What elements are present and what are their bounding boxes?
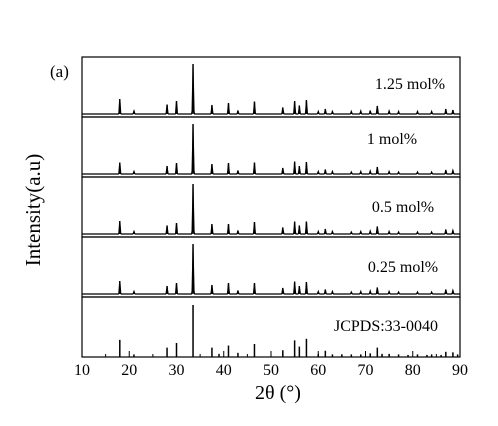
- x-tick-label: 50: [263, 362, 279, 379]
- x-tick-label: 70: [358, 362, 374, 379]
- x-tick-label: 40: [216, 362, 232, 379]
- x-tick-label: 80: [405, 362, 421, 379]
- panel-1: 1 mol%: [81, 116, 461, 178]
- x-axis-title: 2θ (°): [255, 382, 301, 404]
- panel-2: 0.5 mol%: [81, 176, 461, 238]
- series-label: 1.25 mol%: [375, 76, 445, 93]
- x-tick-label: 20: [121, 362, 137, 379]
- x-tick-labels: 10 20 30 40 50 60 70 80 90: [74, 362, 468, 379]
- x-tick-label: 90: [452, 362, 468, 379]
- panels: 1.25 mol% 1 mol% 0.5 mol% 0.25 mol% JCPDS:33…: [81, 56, 461, 358]
- panel-3: 0.25 mol%: [81, 236, 461, 298]
- panel-label: (a): [50, 62, 69, 81]
- diffraction-pattern: [82, 63, 460, 115]
- y-axis-title: Intensity(a.u): [21, 154, 45, 267]
- diffraction-pattern: [82, 243, 460, 295]
- series-label: 1 mol%: [367, 131, 417, 148]
- diffraction-pattern: [82, 183, 460, 235]
- x-axis-title-text: 2θ (°): [255, 382, 301, 404]
- series-label: JCPDS:33-0040: [334, 318, 438, 335]
- series-label: 0.25 mol%: [368, 259, 438, 276]
- y-axis-title-group: Intensity(a.u): [21, 154, 45, 267]
- diffraction-pattern: [82, 123, 460, 175]
- panel-4: JCPDS:33-0040: [81, 296, 461, 358]
- panel-0: 1.25 mol%: [81, 56, 461, 118]
- x-tick-label: 10: [74, 362, 90, 379]
- x-tick-label: 30: [169, 362, 185, 379]
- x-tick-label: 60: [310, 362, 326, 379]
- series-label: 0.5 mol%: [372, 199, 434, 216]
